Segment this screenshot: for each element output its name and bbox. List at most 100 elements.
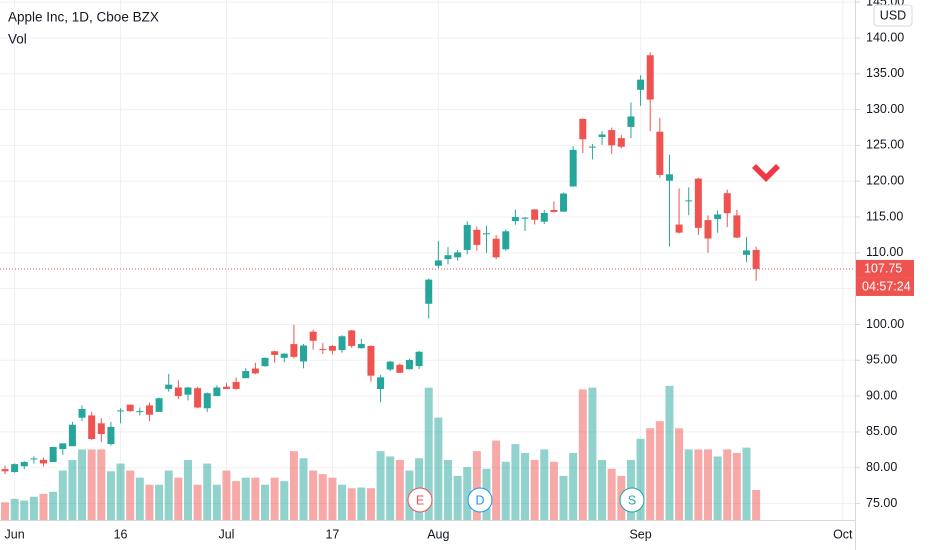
volume-bar <box>78 449 87 520</box>
volume-bar <box>328 477 337 520</box>
x-tick-label: Jul <box>218 527 234 541</box>
candle-body <box>165 384 173 389</box>
volume-bar <box>530 459 539 520</box>
candle-body <box>521 217 529 219</box>
candle-body <box>531 209 539 220</box>
candle-body <box>242 371 250 379</box>
volume-bar <box>261 484 270 520</box>
volume-bar <box>453 475 462 520</box>
y-tick-label: 95.00 <box>866 353 897 367</box>
candle-body <box>194 388 202 408</box>
volume-bar <box>578 389 587 520</box>
volume-bar <box>395 459 404 520</box>
volume-bar <box>338 484 347 520</box>
volume-indicator-label: Vol <box>8 32 27 47</box>
candle-body <box>492 238 500 258</box>
candle-body <box>579 118 587 140</box>
candle-body <box>88 415 96 440</box>
currency-label[interactable]: USD <box>880 8 906 22</box>
volume-bar <box>20 500 29 520</box>
y-tick-label: 120.00 <box>866 174 904 188</box>
volume-bar <box>251 477 260 520</box>
candle-body <box>11 464 19 473</box>
volume-bar <box>68 459 77 520</box>
x-tick-label: 16 <box>114 527 128 541</box>
y-tick-label: 135.00 <box>866 66 904 80</box>
candle-body <box>617 138 625 147</box>
event-marker-label[interactable]: D <box>475 493 484 507</box>
candle-body <box>434 260 442 266</box>
x-tick-label: Oct <box>833 527 853 541</box>
volume-bar <box>434 417 443 520</box>
candle-body <box>78 408 86 418</box>
y-tick-label: 125.00 <box>866 138 904 152</box>
candle-body <box>656 131 664 175</box>
candle-body <box>107 426 115 445</box>
candle-body <box>694 178 702 228</box>
candle-body <box>569 149 577 187</box>
symbol-title: Apple Inc, 1D, Cboe BZX <box>8 10 159 25</box>
candle-body <box>483 233 490 235</box>
volume-bar <box>472 451 481 520</box>
volume-bar <box>752 489 761 520</box>
grid <box>0 0 855 520</box>
event-marker[interactable] <box>467 487 493 513</box>
volume-bar <box>607 468 616 520</box>
volume-bar <box>492 440 501 520</box>
volume-bar <box>703 449 712 520</box>
candle-body <box>348 330 356 346</box>
candle-body <box>184 387 192 395</box>
volume-bar <box>193 484 202 520</box>
volume-bar <box>723 449 732 520</box>
candle-body <box>415 351 423 367</box>
x-tick-label: Jun <box>5 527 25 541</box>
candle-body <box>685 200 693 202</box>
candle-body <box>222 386 230 389</box>
volume-bar <box>347 488 356 520</box>
candle-body <box>608 130 616 146</box>
candle-body <box>598 134 606 137</box>
candle-body <box>714 214 722 220</box>
candle-body <box>386 361 394 370</box>
volume-bar <box>521 452 530 520</box>
event-marker-label[interactable]: E <box>416 493 424 507</box>
candle-body <box>396 364 404 373</box>
candle-body <box>540 213 548 222</box>
candle-body <box>444 255 452 260</box>
y-tick-label: 90.00 <box>866 388 897 402</box>
y-tick-label: 115.00 <box>866 209 903 223</box>
y-tick-label: 100.00 <box>866 317 904 331</box>
candle-body <box>251 368 259 374</box>
volume-bar <box>424 387 433 520</box>
event-marker-label[interactable]: S <box>628 493 636 507</box>
candle-body <box>328 346 336 351</box>
event-marker[interactable] <box>407 487 433 513</box>
candle-body <box>126 404 134 412</box>
candle-body <box>280 353 288 358</box>
volume-bar <box>299 458 308 520</box>
candle-body <box>49 446 57 462</box>
volume-bar <box>588 387 597 520</box>
volume-bar <box>97 449 106 520</box>
volume-bar <box>366 488 375 520</box>
volume-bar <box>569 452 578 520</box>
volume-bar <box>49 491 58 520</box>
candle-body <box>425 279 433 304</box>
x-tick-label: Sep <box>629 527 651 541</box>
candle-body <box>405 359 413 370</box>
volume-bar <box>10 498 19 520</box>
volume-bar <box>183 459 192 520</box>
candle-body <box>511 216 519 222</box>
y-tick-label: 130.00 <box>866 102 904 116</box>
countdown-box <box>856 277 914 296</box>
currency-box[interactable] <box>873 4 913 27</box>
volume-bar <box>665 385 674 520</box>
volume-bar <box>58 470 67 520</box>
candle-body <box>319 349 327 351</box>
volume-bar <box>106 471 115 520</box>
volume-bar <box>145 484 154 520</box>
event-marker[interactable] <box>619 487 645 513</box>
candle-body <box>271 351 279 355</box>
candle-body <box>463 224 471 250</box>
candle-body <box>290 344 298 357</box>
